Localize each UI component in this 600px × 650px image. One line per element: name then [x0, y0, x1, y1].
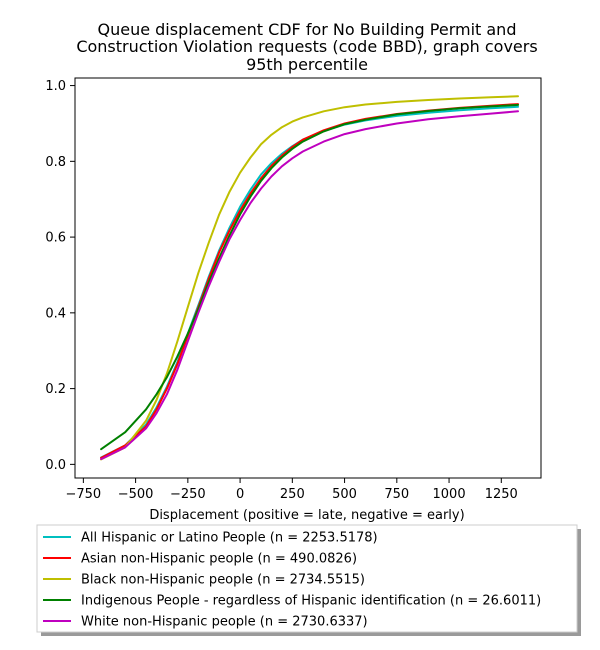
legend-label: Asian non-Hispanic people (n = 490.0826): [81, 552, 357, 567]
x-tick-label: 1250: [485, 487, 518, 502]
series-line-2: [100, 95, 519, 461]
x-tick-label: −750: [65, 487, 101, 502]
series-line-4: [100, 110, 519, 461]
chart-title: Queue displacement CDF for No Building P…: [76, 20, 537, 74]
x-tick-label: 750: [384, 487, 409, 502]
series-line-1: [100, 103, 519, 459]
x-tick-label: 250: [280, 487, 305, 502]
legend-label: White non-Hispanic people (n = 2730.6337…: [81, 615, 368, 630]
chart-title-line-3: 95th percentile: [246, 55, 368, 74]
x-tick-label: −500: [118, 487, 154, 502]
series-line-3: [100, 103, 519, 451]
series-line-0: [100, 105, 519, 459]
chart-title-line-2: Construction Violation requests (code BB…: [76, 37, 537, 56]
x-tick-label: 1000: [433, 487, 466, 502]
y-tick-label: 0.6: [45, 231, 66, 246]
legend-box: [36, 524, 578, 633]
y-axis: 0.0 0.2 0.4 0.6 0.8 1.0: [45, 79, 75, 473]
y-tick-label: 0.4: [45, 306, 66, 321]
x-axis-label: Displacement (positive = late, negative …: [149, 508, 464, 523]
series-lines: [100, 95, 519, 461]
legend: All Hispanic or Latino People (n = 2253.…: [36, 524, 581, 636]
x-tick-label: 500: [332, 487, 357, 502]
y-tick-label: 0.8: [45, 155, 66, 170]
legend-label: Black non-Hispanic people (n = 2734.5515…: [81, 573, 365, 588]
y-tick-label: 0.0: [45, 458, 66, 473]
x-axis: −750 −500 −250 0 250 500 750 1000 1250: [65, 478, 518, 502]
plot-area: [74, 77, 542, 479]
x-tick-label: −250: [170, 487, 206, 502]
x-tick-label: 0: [236, 487, 244, 502]
chart-title-line-1: Queue displacement CDF for No Building P…: [98, 20, 517, 39]
legend-label: All Hispanic or Latino People (n = 2253.…: [81, 531, 378, 546]
y-tick-label: 1.0: [45, 79, 66, 94]
legend-label: Indigenous People - regardless of Hispan…: [81, 594, 541, 609]
y-tick-label: 0.2: [45, 382, 66, 397]
